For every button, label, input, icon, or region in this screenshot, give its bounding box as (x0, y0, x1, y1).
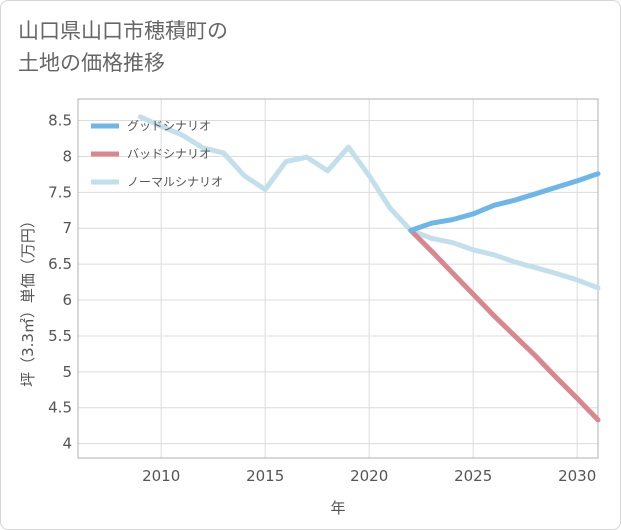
chart-title-line2: 土地の価格推移 (18, 51, 165, 75)
y-tick-label: 5.5 (48, 327, 72, 345)
y-tick-label: 6 (62, 291, 72, 309)
x-tick-label: 2010 (142, 467, 180, 485)
y-tick-label: 6.5 (48, 255, 72, 273)
x-tick-labels: 2010 2015 2020 2025 2030 (142, 467, 596, 485)
x-axis-title: 年 (330, 499, 345, 517)
y-tick-labels: 4 4.5 5 5.5 6 6.5 7 7.5 8 8.5 (48, 112, 72, 453)
legend-label: ノーマルシナリオ (127, 175, 223, 189)
series-line-1 (408, 227, 601, 423)
chart-title-line1: 山口県山口市穂積町の (18, 19, 228, 43)
x-tick-label: 2015 (246, 467, 284, 485)
y-axis-title: 坪（3.3㎡）単価（万円） (19, 213, 37, 387)
chart-title: 山口県山口市穂積町の 土地の価格推移 (18, 15, 228, 79)
series-line-0 (408, 171, 601, 233)
legend-label: バッドシナリオ (127, 147, 211, 161)
legend-label: グッドシナリオ (127, 119, 211, 133)
y-tick-label: 4.5 (48, 399, 72, 417)
x-tick-label: 2025 (454, 467, 492, 485)
plot-frame (77, 98, 599, 459)
series-line-2 (137, 114, 601, 291)
x-tick-label: 2030 (558, 467, 596, 485)
y-tick-label: 8.5 (48, 112, 72, 130)
y-tick-label: 5 (62, 363, 72, 381)
x-tick-label: 2020 (350, 467, 388, 485)
y-tick-label: 4 (62, 435, 72, 453)
series-lines (137, 114, 601, 423)
y-tick-label: 7 (62, 219, 72, 237)
y-tick-label: 8 (62, 147, 72, 165)
y-tick-label: 7.5 (48, 183, 72, 201)
grid (78, 99, 598, 458)
